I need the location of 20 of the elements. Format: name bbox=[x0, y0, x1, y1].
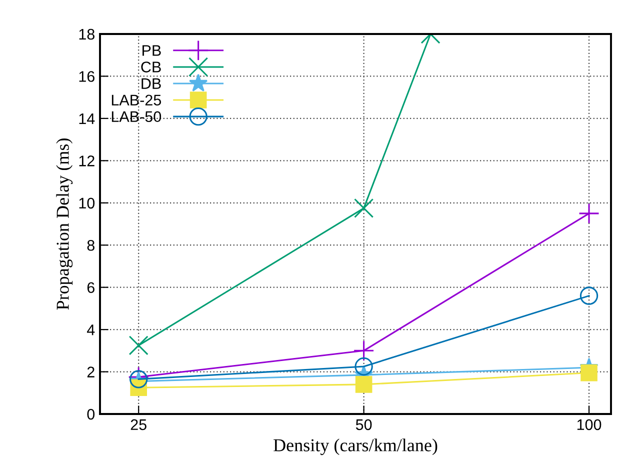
y-tick-label: 8 bbox=[87, 240, 94, 251]
legend-label: CB bbox=[141, 62, 161, 72]
y-axis-title: Propagation Delay (ms) bbox=[56, 138, 73, 310]
y-tick-label: 12 bbox=[79, 156, 94, 166]
x-tick-label: 25 bbox=[130, 419, 146, 430]
y-tick-label: 0 bbox=[87, 408, 95, 420]
x-axis-title: Density (cars/km/lane) bbox=[274, 438, 438, 456]
x-tick-label: 100 bbox=[577, 419, 602, 430]
legend-label: DB bbox=[142, 78, 161, 89]
legend-label: LAB-25 bbox=[112, 94, 162, 106]
y-tick-label: 14 bbox=[79, 113, 95, 124]
y-tick-label: 6 bbox=[87, 282, 94, 294]
y-tick-label: 18 bbox=[79, 28, 94, 40]
x-tick-label: 50 bbox=[356, 419, 372, 430]
legend-label: LAB-50 bbox=[112, 111, 162, 122]
y-tick-label: 4 bbox=[86, 324, 95, 336]
legend-label: PB bbox=[142, 45, 161, 56]
y-tick-label: 16 bbox=[79, 71, 94, 82]
y-tick-label: 2 bbox=[87, 366, 94, 378]
y-tick-label: 10 bbox=[79, 198, 95, 209]
